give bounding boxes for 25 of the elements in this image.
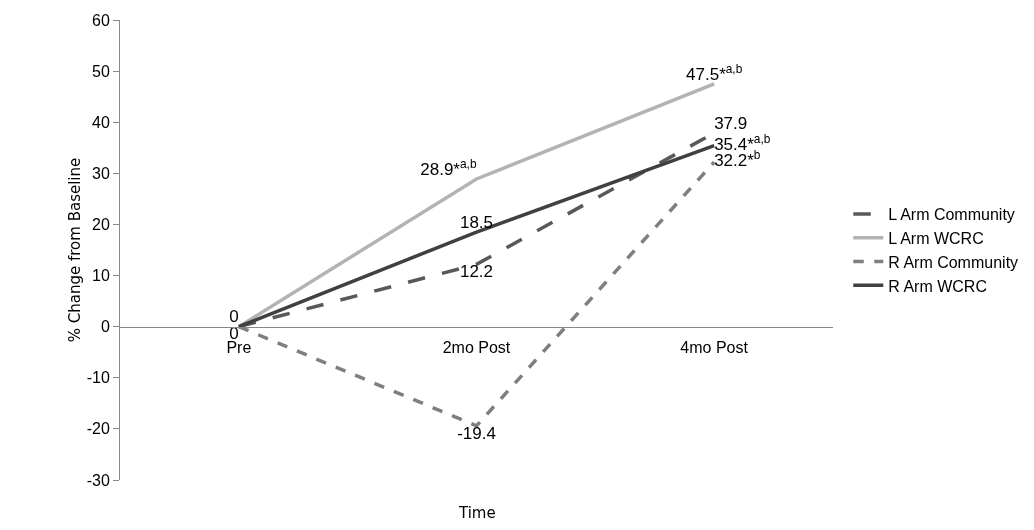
legend-label: R Arm WCRC [888, 277, 987, 295]
x-tick-label: 4mo Post [680, 338, 749, 356]
legend-label: L Arm WCRC [888, 229, 984, 247]
legend-label: R Arm Community [888, 253, 1019, 271]
data-label: 0 [229, 307, 239, 327]
y-tick-label: 60 [92, 11, 110, 29]
data-label: 12.2 [459, 262, 494, 282]
data-label: 37.9 [714, 113, 748, 133]
data-label: 47.5*$^{a,b}$ [686, 61, 743, 84]
y-tick-label: -20 [86, 420, 110, 438]
y-tick-label: 10 [92, 267, 110, 285]
y-tick-label: 50 [92, 62, 110, 80]
legend-label: L Arm Community [888, 206, 1015, 224]
y-tick-label: 0 [100, 318, 110, 336]
y-axis-title: % Change from Baseline [66, 157, 84, 343]
y-tick-label: -10 [86, 369, 110, 387]
data-label: 28.9*$^{a,b}$ [420, 156, 477, 179]
x-axis-title: Time [458, 504, 496, 522]
y-tick-label: 20 [92, 216, 110, 234]
x-tick-label: 2mo Post [442, 338, 511, 356]
data-label: -19.4 [457, 423, 496, 443]
data-label: 18.5 [459, 212, 494, 232]
y-tick-label: 30 [92, 164, 110, 182]
y-tick-label: 40 [92, 113, 110, 131]
y-tick-label: -30 [86, 471, 110, 489]
